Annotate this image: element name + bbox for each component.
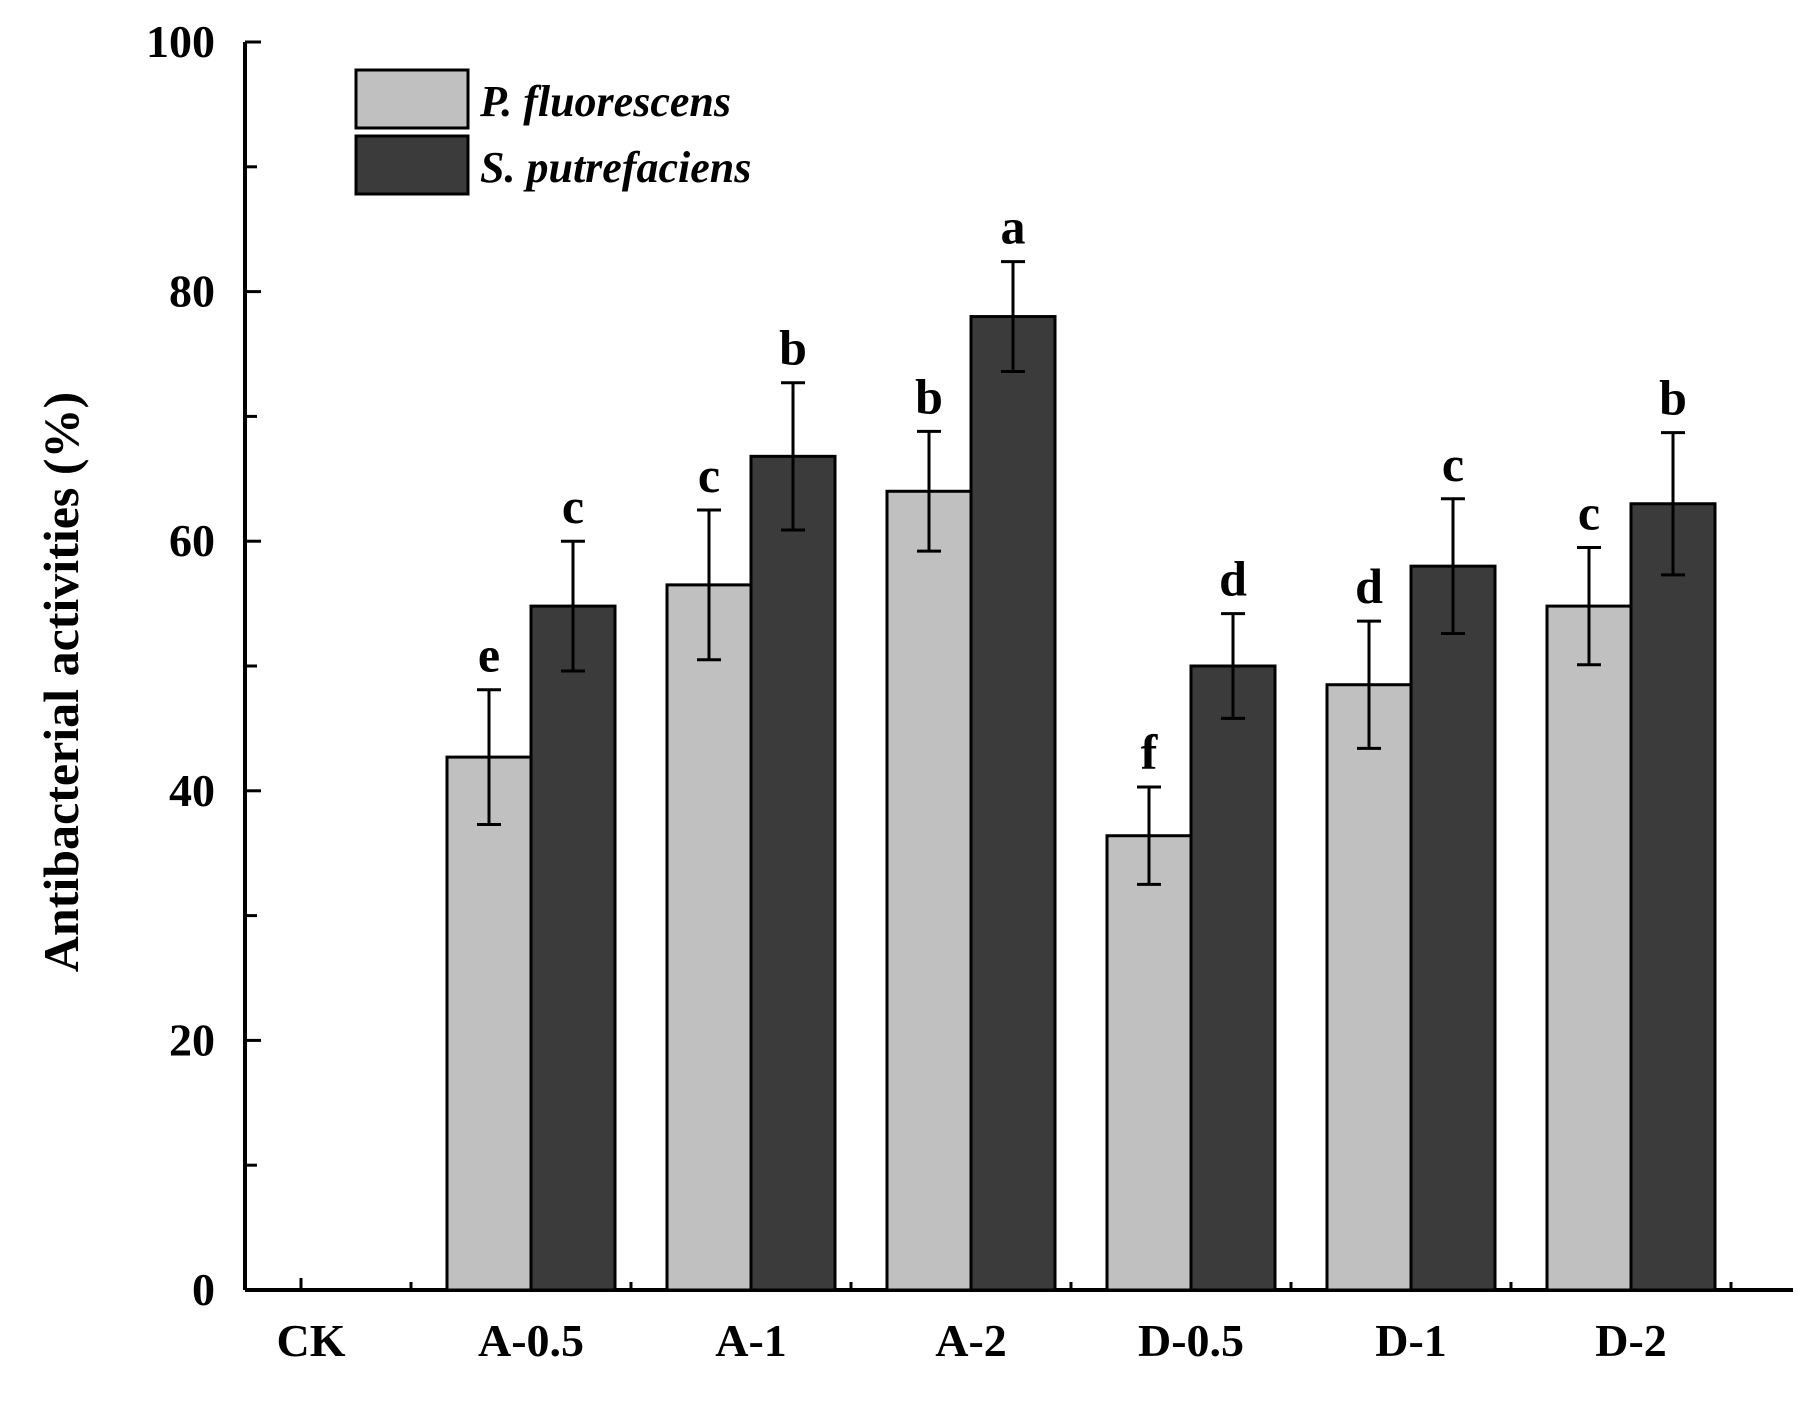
bar-p-fluorescens (665, 583, 753, 1292)
significance-letter: e (478, 627, 500, 683)
y-axis-title: Antibacterial activities (%) (33, 392, 89, 972)
bar-s-putrefaciens (749, 454, 837, 1292)
legend-label-p-fluorescens: P. fluorescens (479, 77, 731, 126)
y-tick-label: 0 (192, 1264, 215, 1315)
significance-letter: c (698, 447, 720, 503)
y-tick-label: 60 (169, 515, 215, 566)
legend-swatch-p-fluorescens (354, 68, 470, 130)
bar-s-putrefaciens (1629, 502, 1717, 1292)
significance-letter: c (562, 478, 584, 534)
axes: 0 20 40 60 80 100 CK A-0.5 A-1 A-2 D-0.5 D-1 D-2 (146, 16, 1793, 1366)
x-tick-label: A-1 (715, 1315, 787, 1366)
significance-letter: a (1001, 199, 1026, 255)
bar-p-fluorescens (445, 755, 533, 1292)
legend-swatch-s-putrefaciens (354, 134, 470, 196)
x-tick-label: A-2 (935, 1315, 1007, 1366)
significance-letter: f (1141, 724, 1159, 780)
legend: P. fluorescens S. putrefaciens (354, 68, 751, 196)
legend-label-s-putrefaciens: S. putrefaciens (480, 143, 751, 192)
significance-letter: d (1219, 551, 1247, 607)
bar-s-putrefaciens (529, 604, 617, 1292)
bar-s-putrefaciens (969, 315, 1057, 1292)
bar-p-fluorescens (885, 489, 973, 1292)
x-tick-label: D-0.5 (1138, 1315, 1244, 1366)
significance-letter: b (779, 320, 807, 376)
significance-letter: c (1442, 436, 1464, 492)
x-tick-label: D-2 (1595, 1315, 1667, 1366)
bars-group: e c b f d c c b a d c b (445, 199, 1717, 1292)
significance-letter: d (1355, 558, 1383, 614)
y-tick-label: 80 (169, 266, 215, 317)
significance-letter: c (1578, 484, 1600, 540)
significance-letter: b (1659, 370, 1687, 426)
y-tick-label: 40 (169, 765, 215, 816)
y-tick-label: 100 (146, 16, 215, 67)
x-tick-label: A-0.5 (478, 1315, 584, 1366)
x-tick-label: CK (277, 1315, 346, 1366)
bar-p-fluorescens (1545, 604, 1633, 1292)
bar-p-fluorescens (1105, 834, 1193, 1292)
y-tick-label: 20 (169, 1014, 215, 1065)
significance-letter: b (915, 368, 943, 424)
bar-s-putrefaciens (1189, 664, 1277, 1292)
x-tick-label: D-1 (1375, 1315, 1447, 1366)
bar-s-putrefaciens (1409, 564, 1497, 1292)
bar-p-fluorescens (1325, 683, 1413, 1292)
